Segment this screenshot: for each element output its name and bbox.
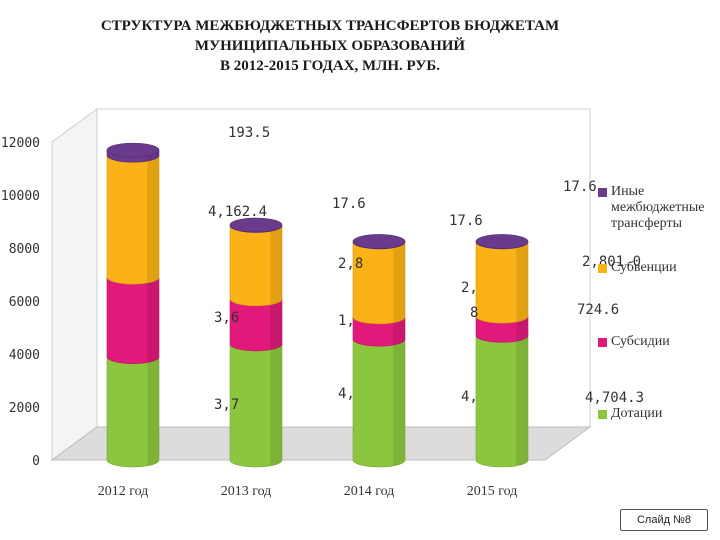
x-tick-label: 2015 год bbox=[467, 484, 518, 499]
chart-side-wall bbox=[51, 108, 98, 461]
bar-shade-0-3 bbox=[147, 150, 159, 161]
title-line-1: СТРУКТУРА МЕЖБЮДЖЕТНЫХ ТРАНСФЕРТОВ БЮДЖЕ… bbox=[100, 18, 560, 34]
legend-item-other: Иные межбюджетные трансферты bbox=[598, 184, 720, 232]
data-label: 17.6 bbox=[449, 213, 483, 229]
bar-top-cap-2 bbox=[352, 234, 406, 249]
data-label: 2,8 bbox=[338, 256, 363, 272]
bar-top-cap-3 bbox=[475, 234, 529, 249]
bar-shade-3-1 bbox=[516, 316, 528, 341]
legend-label-subventions: Субвенции bbox=[611, 260, 677, 275]
y-tick-label: 2000 bbox=[9, 401, 40, 416]
bar-shade-2-1 bbox=[393, 316, 405, 345]
data-label: 3,7 bbox=[214, 397, 239, 413]
data-label: 193.5 bbox=[228, 125, 270, 141]
data-label: 724.6 bbox=[577, 302, 619, 318]
data-label: 2,801.0 bbox=[582, 254, 641, 270]
y-tick-label: 10000 bbox=[1, 189, 40, 204]
legend-label-grants: Дотации bbox=[611, 406, 663, 421]
data-label: 2, bbox=[461, 280, 478, 296]
legend-item-subsidies: Субсидии bbox=[598, 334, 670, 350]
legend-swatch-subsidies bbox=[598, 338, 607, 347]
y-tick-label: 6000 bbox=[9, 295, 40, 310]
x-tick-label: 2014 год bbox=[344, 484, 395, 499]
data-label: 4,704.3 bbox=[585, 390, 644, 406]
bar-shade-1-0 bbox=[270, 343, 282, 466]
legend-item-subventions: Субвенции bbox=[598, 260, 677, 276]
y-tick-label: 4000 bbox=[9, 348, 40, 363]
data-label: 3,6 bbox=[214, 310, 239, 326]
bar-top-cap-0 bbox=[106, 142, 160, 158]
bar-shade-0-0 bbox=[147, 356, 159, 466]
legend-label-subsidies: Субсидии bbox=[611, 334, 670, 349]
chart-title: СТРУКТУРА МЕЖБЮДЖЕТНЫХ ТРАНСФЕРТОВ БЮДЖЕ… bbox=[40, 16, 620, 76]
data-label: 4,162.4 bbox=[208, 204, 267, 220]
title-line-3: В 2012-2015 ГОДАХ, МЛН. РУБ. bbox=[219, 58, 441, 74]
y-tick-label: 8000 bbox=[9, 242, 40, 257]
y-tick-label: 12000 bbox=[1, 136, 40, 151]
title-line-2: МУНИЦИПАЛЬНЫХ ОБРАЗОВАНИЙ bbox=[194, 38, 466, 54]
legend-label-other: Иные межбюджетные трансферты bbox=[611, 184, 705, 231]
slide-number: Слайд №8 bbox=[620, 509, 708, 531]
data-label: 4, bbox=[338, 386, 355, 402]
data-label: 8 bbox=[470, 305, 478, 321]
bar-shade-0-1 bbox=[147, 277, 159, 363]
legend-swatch-other bbox=[598, 188, 607, 197]
data-label: 17.6 bbox=[332, 196, 366, 212]
y-tick-label: 0 bbox=[32, 454, 40, 469]
bar-shade-2-0 bbox=[393, 339, 405, 466]
data-label: 4, bbox=[461, 389, 478, 405]
bar-shade-0-2 bbox=[147, 155, 159, 283]
bar-shade-1-1 bbox=[270, 298, 282, 350]
data-label: 17.6 bbox=[563, 179, 597, 195]
bar-shade-3-2 bbox=[516, 241, 528, 322]
bar-shade-1-2 bbox=[270, 225, 282, 305]
x-tick-label: 2012 год bbox=[98, 484, 149, 499]
legend-item-grants: Дотации bbox=[598, 406, 662, 422]
x-tick-label: 2013 год bbox=[221, 484, 272, 499]
data-label: 1, bbox=[338, 313, 355, 329]
legend-swatch-grants bbox=[598, 410, 607, 419]
bar-shade-2-2 bbox=[393, 241, 405, 323]
bar-shade-3-0 bbox=[516, 335, 528, 466]
bar-top-cap-1 bbox=[229, 217, 283, 233]
legend-swatch-subventions bbox=[598, 264, 607, 273]
